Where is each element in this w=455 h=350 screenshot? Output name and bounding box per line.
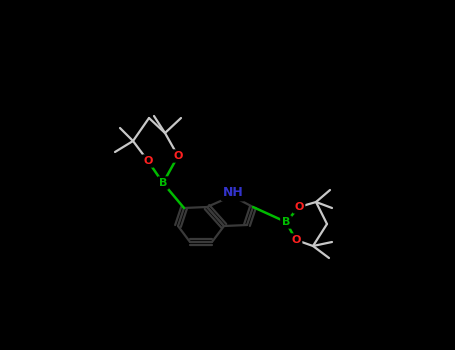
Text: O: O [291, 235, 301, 245]
Text: O: O [143, 156, 153, 166]
Text: O: O [294, 202, 303, 212]
Text: NH: NH [222, 187, 243, 199]
Text: B: B [159, 178, 167, 188]
Text: O: O [173, 151, 183, 161]
Text: B: B [282, 217, 290, 227]
